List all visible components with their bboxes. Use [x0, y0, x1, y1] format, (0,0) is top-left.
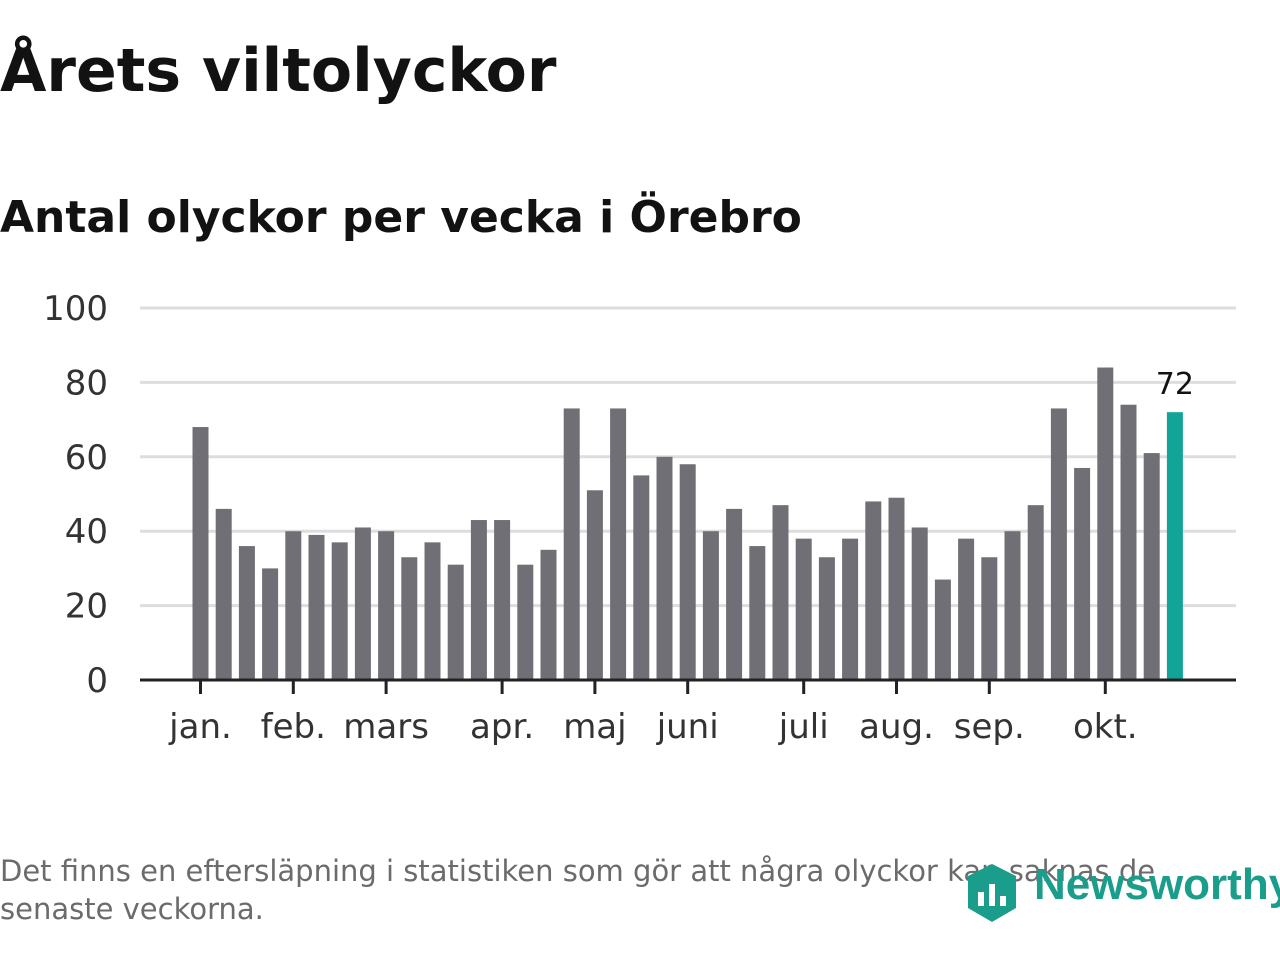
- bar-week-36: [1004, 531, 1021, 680]
- footnote: Det finns en eftersläpning i statistiken…: [0, 854, 1156, 926]
- bar-week-43: [1166, 412, 1183, 680]
- x-tick-label-9: okt.: [1073, 707, 1138, 747]
- chart-subtitle: Antal olyckor per vecka i Örebro: [0, 192, 802, 243]
- bar-week-26: [772, 505, 789, 680]
- bar-week-3: [238, 546, 255, 680]
- newsworthy-logo: Newsworthy: [964, 858, 1280, 930]
- bar-chart: 0 20 40 60 80 100 jan. feb. mars apr. maj juni juli…: [43, 289, 1236, 747]
- data-labels: 72: [1156, 367, 1194, 402]
- bar-week-20: [633, 475, 650, 680]
- x-axis-ticks: jan. feb. mars apr. maj juni juli aug. sep. okt.: [168, 680, 1138, 747]
- bar-week-16: [540, 549, 557, 680]
- bar-week-12: [447, 564, 464, 680]
- y-tick-label-0: 0: [86, 661, 108, 701]
- bar-week-28: [818, 557, 835, 680]
- bar-week-31: [888, 497, 905, 680]
- y-tick-label-20: 20: [65, 587, 108, 627]
- bar-week-7: [331, 542, 348, 680]
- bar-week-11: [424, 542, 441, 680]
- bar-week-23: [702, 531, 719, 680]
- bar-week-6: [308, 534, 325, 680]
- bar-week-21: [656, 456, 673, 680]
- x-tick-label-1: feb.: [261, 707, 326, 747]
- x-tick-label-3: apr.: [470, 707, 534, 747]
- bar-week-35: [981, 557, 998, 680]
- x-tick-label-2: mars: [343, 707, 429, 747]
- bar-week-10: [401, 557, 418, 680]
- y-tick-label-100: 100: [43, 289, 108, 329]
- x-tick-label-7: aug.: [859, 707, 934, 747]
- bar-week-39: [1074, 467, 1091, 680]
- bar-week-13: [470, 520, 487, 680]
- bar-week-32: [911, 527, 928, 680]
- bar-week-42: [1143, 453, 1160, 680]
- x-tick-label-5: juni: [656, 707, 719, 747]
- bar-week-9: [378, 531, 395, 680]
- y-tick-label-80: 80: [65, 363, 108, 403]
- y-tick-label-60: 60: [65, 438, 108, 478]
- bar-week-2: [215, 508, 232, 680]
- bar-week-19: [610, 408, 627, 680]
- bar-week-15: [517, 564, 534, 680]
- bar-week-37: [1027, 505, 1044, 680]
- x-tick-label-6: juli: [778, 707, 829, 747]
- bar-week-30: [865, 501, 882, 680]
- data-label-last-week: 72: [1156, 367, 1194, 402]
- bar-week-29: [842, 538, 859, 680]
- bar-week-4: [262, 568, 279, 680]
- bar-week-17: [563, 408, 580, 680]
- x-tick-label-0: jan.: [168, 707, 232, 747]
- bar-week-5: [285, 531, 302, 680]
- bar-week-33: [934, 579, 951, 680]
- newsworthy-logo-icon: [968, 864, 1016, 922]
- bar-week-18: [586, 490, 603, 680]
- bar-week-8: [354, 527, 371, 680]
- bar-week-38: [1050, 408, 1067, 680]
- bar-week-34: [958, 538, 975, 680]
- bar-week-27: [795, 538, 812, 680]
- chart-title: Årets viltolyckor: [0, 36, 557, 106]
- x-tick-label-4: maj: [563, 707, 626, 747]
- bars: [192, 367, 1183, 680]
- bar-week-14: [494, 520, 511, 680]
- bar-week-40: [1097, 367, 1114, 680]
- bar-week-25: [749, 546, 766, 680]
- bar-week-24: [726, 508, 743, 680]
- bar-week-41: [1120, 404, 1137, 680]
- y-tick-label-40: 40: [65, 512, 108, 552]
- bar-week-1: [192, 427, 209, 680]
- newsworthy-logo-text: Newsworthy: [1034, 860, 1280, 909]
- bar-week-22: [679, 464, 696, 680]
- y-axis-ticks: 0 20 40 60 80 100: [43, 289, 108, 701]
- x-tick-label-8: sep.: [954, 707, 1025, 747]
